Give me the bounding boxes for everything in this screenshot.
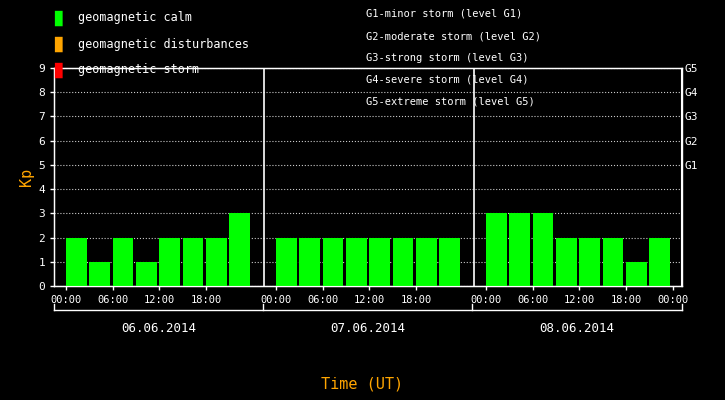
- Text: G1-minor storm (level G1): G1-minor storm (level G1): [366, 9, 523, 19]
- Bar: [206, 238, 226, 286]
- Text: geomagnetic calm: geomagnetic calm: [78, 12, 192, 24]
- Text: Time (UT): Time (UT): [321, 376, 404, 392]
- Bar: [89, 262, 110, 286]
- Text: 06.06.2014: 06.06.2014: [121, 322, 196, 335]
- Bar: [276, 238, 297, 286]
- Text: G5-extreme storm (level G5): G5-extreme storm (level G5): [366, 97, 535, 107]
- Text: 08.06.2014: 08.06.2014: [539, 322, 615, 335]
- Text: G2-moderate storm (level G2): G2-moderate storm (level G2): [366, 31, 541, 41]
- Bar: [136, 262, 157, 286]
- Bar: [439, 238, 460, 286]
- Bar: [602, 238, 624, 286]
- Text: G4-severe storm (level G4): G4-severe storm (level G4): [366, 75, 529, 85]
- Bar: [346, 238, 367, 286]
- Bar: [299, 238, 320, 286]
- Bar: [160, 238, 180, 286]
- Bar: [229, 213, 250, 286]
- Bar: [626, 262, 647, 286]
- Bar: [416, 238, 436, 286]
- Bar: [556, 238, 576, 286]
- Bar: [112, 238, 133, 286]
- Text: geomagnetic storm: geomagnetic storm: [78, 64, 199, 76]
- Bar: [486, 213, 507, 286]
- Bar: [369, 238, 390, 286]
- Bar: [393, 238, 413, 286]
- Bar: [533, 213, 553, 286]
- Bar: [183, 238, 203, 286]
- Text: G3-strong storm (level G3): G3-strong storm (level G3): [366, 53, 529, 63]
- Bar: [579, 238, 600, 286]
- Text: 07.06.2014: 07.06.2014: [331, 322, 405, 335]
- Bar: [650, 238, 670, 286]
- Y-axis label: Kp: Kp: [20, 168, 34, 186]
- Bar: [510, 213, 530, 286]
- Bar: [66, 238, 86, 286]
- Text: █: █: [54, 10, 62, 26]
- Text: █: █: [54, 62, 62, 78]
- Text: █: █: [54, 36, 62, 52]
- Text: geomagnetic disturbances: geomagnetic disturbances: [78, 38, 249, 50]
- Bar: [323, 238, 343, 286]
